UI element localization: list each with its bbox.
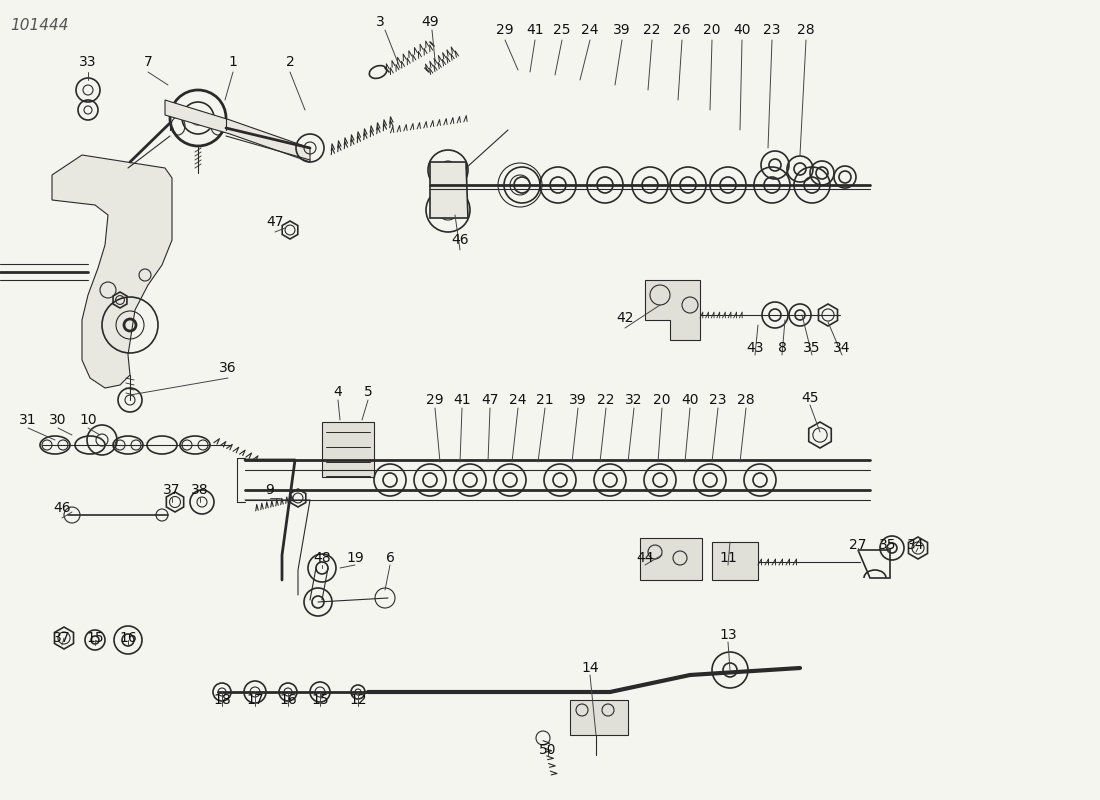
Polygon shape xyxy=(165,100,310,162)
Text: 4: 4 xyxy=(333,385,342,399)
Text: 37: 37 xyxy=(53,631,70,645)
Text: 12: 12 xyxy=(349,693,366,707)
Text: 47: 47 xyxy=(266,215,284,229)
Text: 5: 5 xyxy=(364,385,373,399)
Text: 27: 27 xyxy=(849,538,867,552)
Text: 42: 42 xyxy=(616,311,634,325)
Polygon shape xyxy=(430,162,468,218)
Text: 36: 36 xyxy=(219,361,236,375)
Text: 15: 15 xyxy=(86,631,103,645)
Text: 25: 25 xyxy=(553,23,571,37)
Circle shape xyxy=(190,110,206,126)
Text: 19: 19 xyxy=(346,551,364,565)
Text: 14: 14 xyxy=(581,661,598,675)
Bar xyxy=(640,538,702,580)
Text: 8: 8 xyxy=(778,341,786,355)
Text: 22: 22 xyxy=(597,393,615,407)
Polygon shape xyxy=(52,155,172,388)
Bar xyxy=(712,542,758,580)
Text: 47: 47 xyxy=(482,393,498,407)
Text: 46: 46 xyxy=(451,233,469,247)
Bar xyxy=(570,700,628,735)
Text: 10: 10 xyxy=(79,413,97,427)
Text: 38: 38 xyxy=(191,483,209,497)
Text: 44: 44 xyxy=(636,551,653,565)
Text: 33: 33 xyxy=(79,55,97,69)
Text: 35: 35 xyxy=(879,538,896,552)
Text: 23: 23 xyxy=(710,393,727,407)
Text: 16: 16 xyxy=(279,693,297,707)
Text: 32: 32 xyxy=(625,393,642,407)
Text: 50: 50 xyxy=(539,743,557,757)
Text: 40: 40 xyxy=(734,23,750,37)
Text: 101444: 101444 xyxy=(10,18,68,33)
Text: 29: 29 xyxy=(496,23,514,37)
Text: 31: 31 xyxy=(19,413,36,427)
Text: 6: 6 xyxy=(386,551,395,565)
Text: 15: 15 xyxy=(311,693,329,707)
Text: 20: 20 xyxy=(703,23,720,37)
Text: 20: 20 xyxy=(653,393,671,407)
Text: 28: 28 xyxy=(737,393,755,407)
Text: 34: 34 xyxy=(834,341,850,355)
Text: 16: 16 xyxy=(119,631,136,645)
Text: 2: 2 xyxy=(286,55,295,69)
Text: 9: 9 xyxy=(265,483,274,497)
Text: 24: 24 xyxy=(581,23,598,37)
Polygon shape xyxy=(645,280,700,340)
Text: 28: 28 xyxy=(798,23,815,37)
Text: 45: 45 xyxy=(801,391,818,405)
Text: 26: 26 xyxy=(673,23,691,37)
Text: 13: 13 xyxy=(719,628,737,642)
Text: 41: 41 xyxy=(453,393,471,407)
Text: 34: 34 xyxy=(908,538,925,552)
Text: 21: 21 xyxy=(536,393,553,407)
Text: 39: 39 xyxy=(569,393,586,407)
Text: 23: 23 xyxy=(763,23,781,37)
Text: 22: 22 xyxy=(644,23,661,37)
Text: 11: 11 xyxy=(719,551,737,565)
Text: 49: 49 xyxy=(421,15,439,29)
Text: 29: 29 xyxy=(426,393,443,407)
Text: 46: 46 xyxy=(53,501,70,515)
Text: 18: 18 xyxy=(213,693,231,707)
Text: 1: 1 xyxy=(229,55,238,69)
Text: 43: 43 xyxy=(746,341,763,355)
Text: 37: 37 xyxy=(163,483,180,497)
Bar xyxy=(322,422,374,477)
Text: 40: 40 xyxy=(681,393,698,407)
Text: 3: 3 xyxy=(375,15,384,29)
Text: 39: 39 xyxy=(613,23,630,37)
Text: 41: 41 xyxy=(526,23,543,37)
Text: 17: 17 xyxy=(246,693,264,707)
Text: 48: 48 xyxy=(314,551,331,565)
Text: 35: 35 xyxy=(803,341,821,355)
Text: 24: 24 xyxy=(509,393,527,407)
Text: 7: 7 xyxy=(144,55,153,69)
Text: 30: 30 xyxy=(50,413,67,427)
